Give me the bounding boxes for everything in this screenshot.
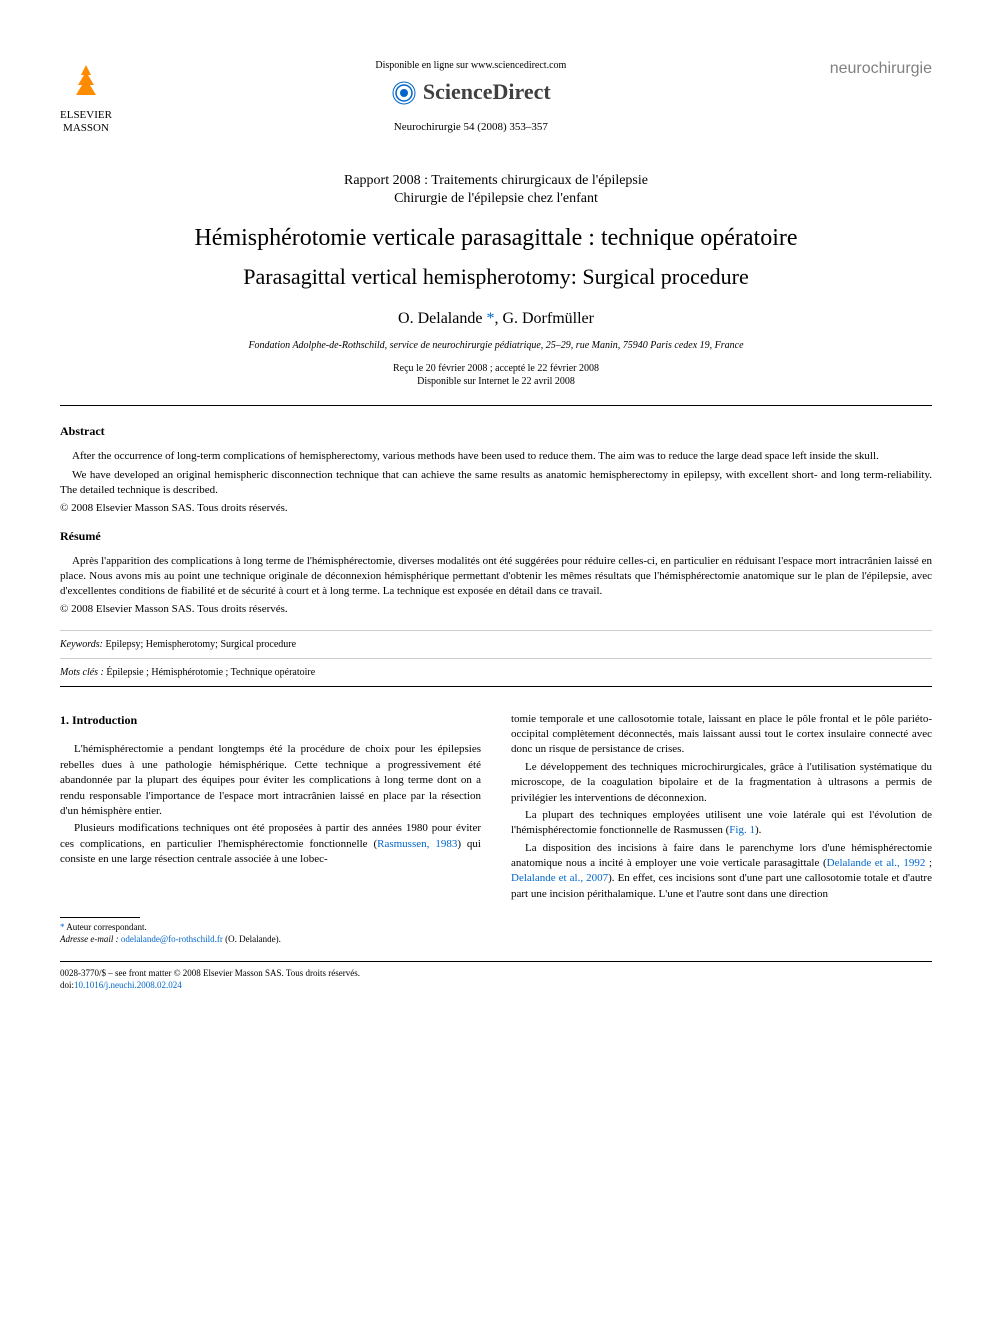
keywords-en-text: Epilepsy; Hemispherotomy; Surgical proce…	[105, 639, 296, 650]
received-accepted-dates: Reçu le 20 février 2008 ; accepté le 22 …	[60, 363, 932, 374]
footnote-email-suffix: (O. Delalande).	[223, 934, 281, 944]
sciencedirect-logo: ScienceDirect	[112, 79, 830, 106]
resume-heading: Résumé	[60, 529, 932, 544]
intro-p2: Plusieurs modifications techniques ont é…	[60, 821, 481, 867]
abstract-copyright: © 2008 Elsevier Masson SAS. Tous droits …	[60, 502, 932, 514]
left-column: 1. Introduction L'hémisphérectomie a pen…	[60, 712, 481, 946]
keywords-en-row: Keywords: Epilepsy; Hemispherotomy; Surg…	[60, 639, 932, 650]
section-1-heading: 1. Introduction	[60, 712, 481, 729]
rapport-line-1: Rapport 2008 : Traitements chirurgicaux …	[60, 173, 932, 189]
corresponding-star-icon: *	[482, 310, 494, 327]
footnote-email: Adresse e-mail : odelalande@fo-rothschil…	[60, 934, 481, 946]
doi-link[interactable]: 10.1016/j.neuchi.2008.02.024	[74, 980, 182, 990]
authors: O. Delalande *, G. Dorfmüller	[60, 310, 932, 328]
fig-1-link[interactable]: Fig. 1	[729, 824, 755, 836]
author-1: O. Delalande	[398, 310, 482, 327]
col2-p1: tomie temporale et une callosotomie tota…	[511, 712, 932, 758]
abstract-heading: Abstract	[60, 424, 932, 439]
right-column: tomie temporale et une callosotomie tota…	[511, 712, 932, 946]
footer-doi: doi:10.1016/j.neuchi.2008.02.024	[60, 980, 932, 992]
footnote-corresponding: * Auteur correspondant.	[60, 922, 481, 934]
intro-p1: L'hémisphérectomie a pendant longtemps é…	[60, 742, 481, 819]
journal-citation: Neurochirurgie 54 (2008) 353–357	[112, 121, 830, 133]
keywords-top-rule	[60, 630, 932, 631]
abstract-end-rule	[60, 686, 932, 687]
keywords-fr-text: Épilepsie ; Hémisphérotomie ; Technique …	[106, 667, 315, 678]
publisher-tree-icon	[60, 60, 112, 109]
rapport-line-2: Chirurgie de l'épilepsie chez l'enfant	[60, 191, 932, 207]
abstract-p1: After the occurrence of long-term compli…	[60, 449, 932, 464]
footnote-star-icon: *	[60, 922, 65, 932]
delalande-1992-link[interactable]: Delalande et al., 1992	[827, 857, 926, 869]
journal-brand: neurochirurgie	[830, 60, 932, 78]
keywords-fr-label: Mots clés :	[60, 667, 104, 678]
delalande-2007-link[interactable]: Delalande et al., 2007	[511, 872, 608, 884]
author-2: , G. Dorfmüller	[494, 310, 594, 327]
resume-p1: Après l'apparition des complications à l…	[60, 554, 932, 599]
footer-issn: 0028-3770/$ – see front matter © 2008 El…	[60, 968, 932, 980]
footnote-email-link[interactable]: odelalande@fo-rothschild.fr	[121, 934, 223, 944]
center-header: Disponible en ligne sur www.sciencedirec…	[112, 60, 830, 158]
article-title-english: Parasagittal vertical hemispherotomy: Su…	[60, 264, 932, 290]
footnote-rule	[60, 917, 140, 918]
keywords-mid-rule	[60, 658, 932, 659]
col2-p3: La plupart des techniques employées util…	[511, 808, 932, 839]
online-date: Disponible sur Internet le 22 avril 2008	[60, 376, 932, 387]
page-header: ELSEVIER MASSON Disponible en ligne sur …	[60, 60, 932, 158]
resume-copyright: © 2008 Elsevier Masson SAS. Tous droits …	[60, 603, 932, 615]
article-title-french: Hémisphérotomie verticale parasagittale …	[60, 225, 932, 252]
publisher-name-1: ELSEVIER	[60, 109, 112, 122]
doi-label: doi:	[60, 980, 74, 990]
title-separator	[60, 405, 932, 406]
keywords-fr-row: Mots clés : Épilepsie ; Hémisphérotomie …	[60, 667, 932, 678]
abstract-p2: We have developed an original hemispheri…	[60, 468, 932, 498]
online-availability-text: Disponible en ligne sur www.sciencedirec…	[112, 60, 830, 71]
col2-p4: La disposition des incisions à faire dan…	[511, 841, 932, 903]
keywords-en-label: Keywords:	[60, 639, 103, 650]
footer-rule	[60, 961, 932, 962]
publisher-name-2: MASSON	[60, 122, 112, 135]
footnote-corr-text: Auteur correspondant.	[66, 922, 146, 932]
col2-p2: Le développement des techniques microchi…	[511, 760, 932, 806]
body-columns: 1. Introduction L'hémisphérectomie a pen…	[60, 712, 932, 946]
sciencedirect-text: ScienceDirect	[423, 79, 551, 104]
rasmussen-citation-link[interactable]: Rasmussen, 1983	[377, 838, 457, 850]
sciencedirect-icon	[391, 79, 423, 105]
footnote-email-label: Adresse e-mail :	[60, 934, 119, 944]
affiliation: Fondation Adolphe-de-Rothschild, service…	[60, 340, 932, 351]
publisher-logo: ELSEVIER MASSON	[60, 60, 112, 135]
